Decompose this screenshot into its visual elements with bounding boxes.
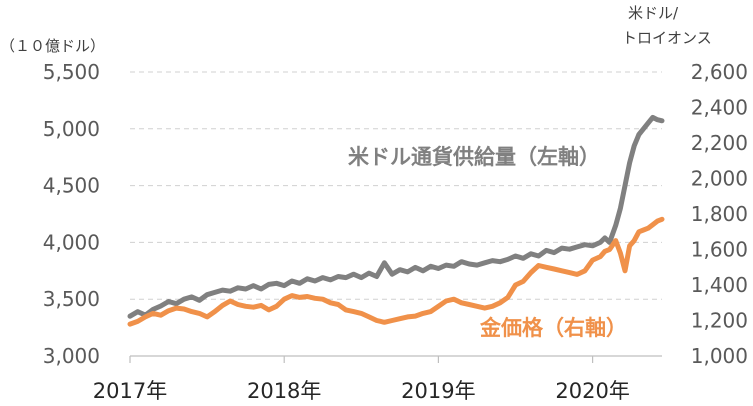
right-tick-label: 1,800 xyxy=(691,202,748,226)
right-tick-label: 2,400 xyxy=(691,96,748,120)
right-tick-label: 2,200 xyxy=(691,131,748,155)
left-tick-label: 4,500 xyxy=(43,174,100,198)
series-line-money-supply xyxy=(127,114,665,319)
x-tick-label: 2017年 xyxy=(93,379,167,403)
right-tick-label: 1,200 xyxy=(691,309,748,333)
left-tick-label: 5,000 xyxy=(43,117,100,141)
x-axis-ticks: 2017年 2018年 2019年 2020年 xyxy=(93,356,630,403)
left-tick-label: 4,000 xyxy=(43,230,100,254)
series-lines xyxy=(127,114,665,327)
right-tick-label: 2,600 xyxy=(691,60,748,84)
series-line-gold-price xyxy=(127,216,665,327)
right-axis-unit-label-line2: トロイオンス xyxy=(622,29,712,47)
left-axis-ticks: 3,000 3,500 4,000 4,500 5,000 5,500 xyxy=(43,60,100,368)
right-tick-label: 1,000 xyxy=(691,344,748,368)
left-tick-label: 3,000 xyxy=(43,344,100,368)
right-axis-ticks: 1,000 1,200 1,400 1,600 1,800 2,000 2,200 2,400… xyxy=(691,60,748,368)
right-tick-label: 2,000 xyxy=(691,167,748,191)
series-label-money-supply: 米ドル通貨供給量（左軸） xyxy=(348,145,600,169)
left-tick-label: 3,500 xyxy=(43,287,100,311)
right-tick-label: 1,600 xyxy=(691,238,748,262)
series-label-gold-price: 金価格（右軸） xyxy=(479,316,627,340)
gridlines xyxy=(130,71,662,357)
right-axis-unit-label-line1: 米ドル/ xyxy=(628,4,679,22)
right-tick-label: 1,400 xyxy=(691,273,748,297)
left-axis-unit-label: （１０億ドル） xyxy=(0,37,105,55)
x-tick-label: 2018年 xyxy=(247,379,321,403)
left-tick-label: 5,500 xyxy=(43,60,100,84)
x-tick-label: 2019年 xyxy=(401,379,475,403)
x-tick-label: 2020年 xyxy=(555,379,629,403)
